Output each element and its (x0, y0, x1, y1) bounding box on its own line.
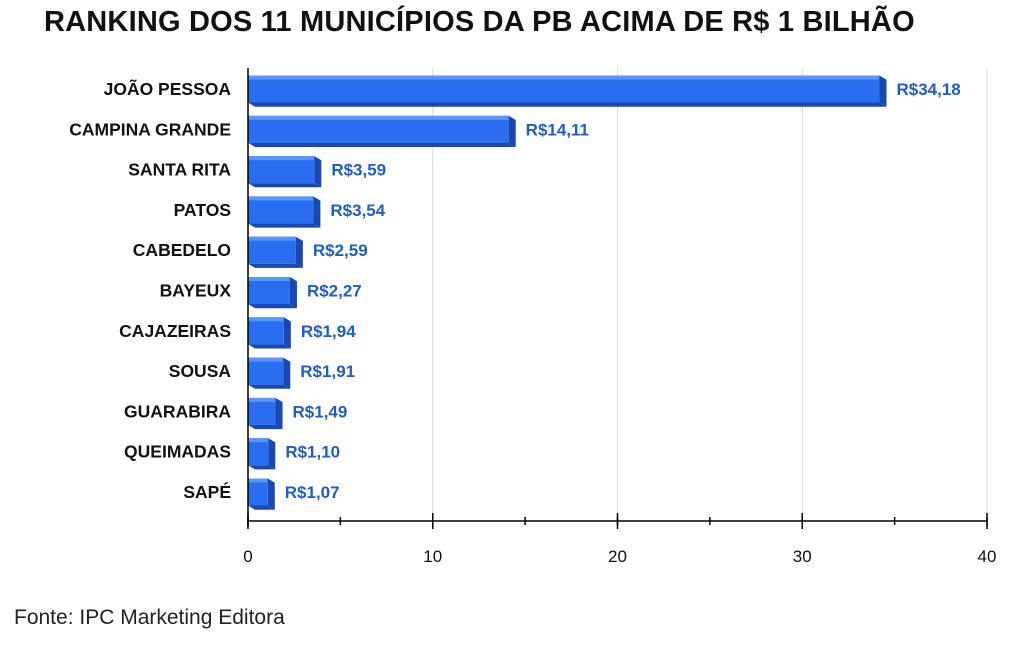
value-label: R$1,07 (285, 483, 340, 502)
bar-highlight (248, 357, 284, 362)
x-tick-label: 0 (243, 547, 252, 566)
chart-title: RANKING DOS 11 MUNICÍPIOS DA PB ACIMA DE… (44, 6, 915, 38)
x-tick-label: 20 (608, 547, 627, 566)
bar-front (248, 277, 290, 304)
bar-highlight (248, 156, 315, 161)
bar (248, 196, 321, 228)
bar-front (248, 397, 276, 425)
bar-highlight (248, 438, 269, 443)
bar-front (248, 438, 269, 466)
category-label: PATOS (174, 200, 231, 220)
bar (248, 115, 516, 147)
category-label: CAMPINA GRANDE (69, 119, 231, 139)
category-label: BAYEUX (160, 281, 232, 301)
bar (248, 236, 303, 268)
category-label: SOUSA (169, 361, 232, 381)
bar-bottom (248, 183, 322, 188)
bar-highlight (248, 115, 509, 120)
bar-bottom (248, 102, 887, 107)
grid-lines (432, 68, 988, 521)
bar-bottom (248, 304, 297, 309)
bar-chart: 0 10 20 30 40 JOÃO PESSOA R$34,18 CAMPINA GRAN… (69, 68, 996, 566)
bar (248, 438, 276, 470)
bar (248, 397, 283, 430)
bar-side (295, 236, 303, 268)
bar-highlight (248, 236, 296, 241)
bar-side (313, 196, 321, 228)
value-label: R$3,54 (330, 201, 385, 220)
bar-front (248, 196, 314, 224)
labels: JOÃO PESSOA R$34,18 CAMPINA GRANDE R$14,11 S… (69, 78, 960, 502)
category-label: CAJAZEIRAS (119, 321, 231, 341)
value-label: R$1,49 (293, 402, 348, 421)
bar-side (283, 357, 291, 389)
bar-side (283, 317, 291, 349)
category-label: QUEIMADAS (124, 442, 231, 462)
bar-bottom (248, 384, 291, 389)
bar-side (267, 478, 275, 510)
bar-front (248, 236, 296, 264)
category-label: SAPÉ (183, 481, 231, 502)
category-label: JOÃO PESSOA (104, 78, 232, 99)
value-label: R$3,59 (331, 161, 386, 180)
bar (248, 357, 291, 389)
bar-front (248, 317, 284, 345)
bar-bottom (248, 424, 283, 430)
value-label: R$34,18 (896, 80, 960, 99)
bar-front (248, 115, 509, 143)
value-label: R$1,10 (285, 443, 340, 462)
bar-highlight (248, 317, 284, 322)
bar-bottom (248, 344, 291, 349)
bar-front (248, 478, 268, 506)
x-tick-label: 10 (423, 547, 442, 566)
bar-highlight (248, 397, 276, 402)
bar-bottom (248, 465, 276, 470)
bar-side (289, 277, 297, 309)
bar (248, 478, 275, 510)
category-label: GUARABIRA (124, 401, 231, 421)
value-label: R$2,59 (313, 241, 368, 260)
bar-side (268, 438, 276, 470)
source-note: Fonte: IPC Marketing Editora (14, 606, 285, 629)
bar-bottom (248, 223, 321, 228)
value-label: R$1,91 (300, 362, 355, 381)
bar (248, 277, 297, 309)
value-label: R$2,27 (307, 282, 362, 301)
category-label: CABEDELO (133, 240, 231, 260)
bar-front (248, 156, 315, 184)
bar-bottom (248, 142, 516, 147)
bar (248, 156, 322, 188)
bar-highlight (248, 478, 268, 483)
bar-highlight (248, 75, 880, 80)
x-tick-label: 40 (978, 547, 997, 566)
bar-bottom (248, 263, 303, 268)
bar-front (248, 357, 284, 385)
x-tick-label: 30 (793, 547, 812, 566)
bar-highlight (248, 277, 290, 281)
bar-bottom (248, 505, 275, 510)
bar (248, 75, 887, 107)
bars (248, 75, 887, 510)
value-label: R$1,94 (301, 322, 356, 341)
bar-front (248, 75, 880, 103)
bar-side (879, 75, 887, 107)
x-axis: 0 10 20 30 40 (243, 68, 996, 566)
value-label: R$14,11 (526, 120, 589, 139)
bar-highlight (248, 196, 314, 201)
bar (248, 317, 291, 349)
category-label: SANTA RITA (128, 160, 231, 180)
bar-side (275, 397, 283, 430)
bar-side (314, 156, 322, 188)
bar-side (508, 115, 516, 147)
